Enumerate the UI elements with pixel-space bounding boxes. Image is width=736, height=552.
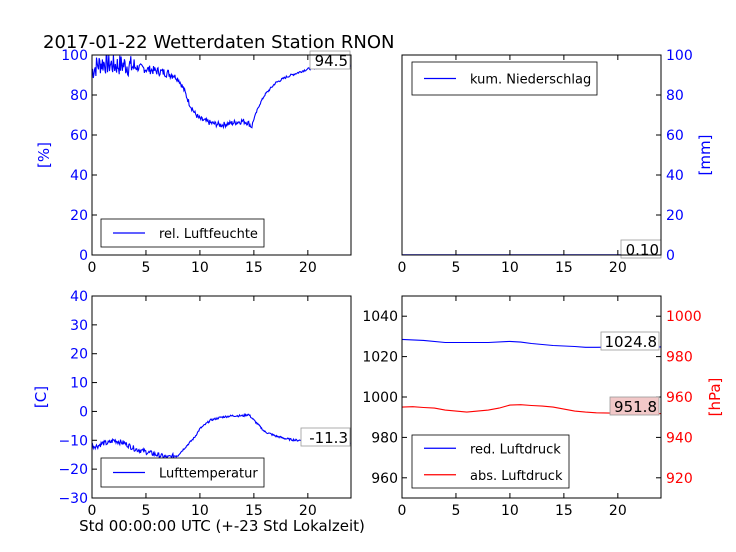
panel-temperature-y-tick-label: −20 xyxy=(58,462,88,478)
panel-humidity-y-tick-label: 20 xyxy=(70,208,88,224)
panel-pressure-x-tick-label: 10 xyxy=(501,503,519,519)
panel-pressure-x-tick-label: 0 xyxy=(398,503,407,519)
panel-temperature-x-ticks: 0 5 10 15 20 xyxy=(88,296,317,519)
panel-precipitation-legend-label: kum. Niederschlag xyxy=(470,73,591,88)
panel-temperature-y-tick-label: −10 xyxy=(58,433,88,449)
panel-precipitation-x-tick-label: 10 xyxy=(501,260,519,276)
panel-humidity-x-tick-label: 15 xyxy=(245,260,263,276)
panel-temperature-last-value-text: -11.3 xyxy=(309,429,348,447)
panel-temperature-x-tick-label: 15 xyxy=(245,503,263,519)
panel-humidity-x-tick-label: 5 xyxy=(141,260,150,276)
panel-precipitation-y2-tick-label: 0 xyxy=(666,248,675,264)
panel-pressure-y-tick-label: 1000 xyxy=(362,390,398,406)
panel-pressure-y2-tick-label: 1000 xyxy=(666,309,702,325)
panel-pressure-legend-label: red. Luftdruck xyxy=(470,442,561,457)
panel-pressure-y-ticks-left: 960 980 1000 1020 1040 xyxy=(362,309,407,487)
panel-pressure-y2-tick-label: 980 xyxy=(666,350,693,366)
panel-pressure-last-value-left-text: 1024.8 xyxy=(605,333,658,351)
panel-humidity-legend-label: rel. Luftfeuchte xyxy=(159,227,258,242)
panel-pressure-x-ticks: 0 5 10 15 20 xyxy=(398,296,627,519)
panel-temperature-y-tick-label: −30 xyxy=(58,491,88,507)
panel-precipitation-y-ticks-right: 0 20 40 60 80 100 xyxy=(656,48,693,264)
panel-humidity-frame xyxy=(91,54,352,256)
panel-pressure-y2-tick-label: 920 xyxy=(666,471,693,487)
panel-humidity-series xyxy=(91,54,352,130)
panel-pressure-y-tick-label: 1020 xyxy=(362,350,398,366)
panel-precipitation-y2-tick-label: 40 xyxy=(666,168,684,184)
panel-precipitation-last-value-text: 0.10 xyxy=(626,241,659,259)
panel-humidity-x-ticks: 0 5 10 15 20 xyxy=(88,55,317,276)
panel-pressure-legend: red. Luftdruck abs. Luftdruck xyxy=(411,434,570,489)
panel-humidity-y-tick-label: 100 xyxy=(61,48,88,64)
panel-humidity-y-tick-label: 0 xyxy=(79,248,88,264)
panel-precipitation-x-tick-label: 5 xyxy=(451,260,460,276)
panel-pressure-y2-tick-label: 960 xyxy=(666,390,693,406)
panel-humidity-y-tick-label: 40 xyxy=(70,168,88,184)
panel-pressure-frame xyxy=(401,295,662,499)
panel-humidity-last-value: 94.5 xyxy=(309,50,351,70)
panel-pressure-y-ticks-right: 920 940 960 980 1000 xyxy=(656,309,702,487)
panel-pressure-legend-label: abs. Luftdruck xyxy=(470,469,563,484)
panel-humidity-line xyxy=(91,54,352,130)
panel-humidity-y-ticks-left: 0 20 40 60 80 100 xyxy=(61,48,97,264)
panel-precipitation-y2-tick-label: 20 xyxy=(666,208,684,224)
panel-precipitation-frame xyxy=(401,54,662,256)
panel-pressure-abs-luftdruck-line xyxy=(401,404,661,415)
panel-pressure-last-value-right: 951.8 xyxy=(609,396,660,416)
panel-precipitation-y2-tick-label: 100 xyxy=(666,48,693,64)
panel-pressure-abs-luftdruck-series xyxy=(401,404,661,415)
panel-pressure-x-tick-label: 20 xyxy=(609,503,627,519)
panel-temperature-legend-label: Lufttemperatur xyxy=(159,467,258,482)
panel-temperature-y-tick-label: 20 xyxy=(70,347,88,363)
panel-humidity-x-tick-label: 0 xyxy=(88,260,97,276)
panel-temperature-last-value-box xyxy=(300,427,351,447)
panel-precipitation-x-tick-label: 15 xyxy=(555,260,573,276)
panel-humidity-x-tick-label: 20 xyxy=(299,260,317,276)
panel-humidity-y-tick-label: 60 xyxy=(70,128,88,144)
panel-temperature-frame xyxy=(91,295,352,499)
panel-pressure-y2-tick-label: 940 xyxy=(666,430,693,446)
panel-temperature-y-tick-label: 0 xyxy=(79,404,88,420)
panel-temperature-y-tick-label: 10 xyxy=(70,376,88,392)
panel-humidity-last-value-text: 94.5 xyxy=(315,52,348,70)
panel-humidity-y-label: [%] xyxy=(35,142,53,168)
panel-temperature-y-ticks-left: −30 −20 −10 0 10 20 30 40 xyxy=(58,289,97,507)
panel-precipitation-x-ticks: 0 5 10 15 20 xyxy=(398,55,627,276)
panel-precipitation-legend: kum. Niederschlag xyxy=(411,61,598,96)
page-title: 2017-01-22 Wetterdaten Station RNON xyxy=(43,32,394,53)
panel-pressure-last-value-left-box xyxy=(600,331,660,351)
panel-pressure-last-value-right-box xyxy=(609,396,660,416)
panel-precipitation-x-tick-label: 20 xyxy=(609,260,627,276)
panel-precipitation-last-value: 0.10 xyxy=(620,239,662,259)
panel-precipitation-y2-tick-label: 60 xyxy=(666,128,684,144)
panel-temperature-x-tick-label: 5 xyxy=(141,503,150,519)
panel-humidity-y-tick-label: 80 xyxy=(70,88,88,104)
panel-precipitation-y-label: [mm] xyxy=(696,135,714,176)
panel-pressure-y-label: [hPa] xyxy=(706,378,724,417)
panel-precipitation-y2-tick-label: 80 xyxy=(666,88,684,104)
panel-pressure-y-tick-label: 980 xyxy=(371,430,398,446)
panel-temperature-legend: Lufttemperatur xyxy=(100,457,265,488)
panel-pressure-x-tick-label: 15 xyxy=(555,503,573,519)
panel-humidity-x-tick-label: 10 xyxy=(191,260,209,276)
panel-pressure-y-tick-label: 1040 xyxy=(362,309,398,325)
panel-temperature-x-tick-label: 10 xyxy=(191,503,209,519)
panel-pressure-last-value-right-text: 951.8 xyxy=(614,398,657,416)
panel-pressure-x-tick-label: 5 xyxy=(451,503,460,519)
panel-temperature-x-tick-label: 20 xyxy=(299,503,317,519)
panel-pressure-legend-box xyxy=(411,434,570,489)
x-axis-label: Std 00:00:00 UTC (+-23 Std Lokalzeit) xyxy=(79,517,365,535)
panel-temperature-y-tick-label: 30 xyxy=(70,318,88,334)
panel-pressure-y-tick-label: 960 xyxy=(371,471,398,487)
panel-temperature-x-tick-label: 0 xyxy=(88,503,97,519)
panel-precipitation-x-tick-label: 0 xyxy=(398,260,407,276)
panel-pressure-last-value-left: 1024.8 xyxy=(600,331,660,351)
panel-humidity-legend: rel. Luftfeuchte xyxy=(100,218,265,248)
panel-temperature-y-tick-label: 40 xyxy=(70,289,88,305)
panel-temperature-y-label: [C] xyxy=(32,386,50,408)
panel-temperature-last-value: -11.3 xyxy=(300,427,351,447)
